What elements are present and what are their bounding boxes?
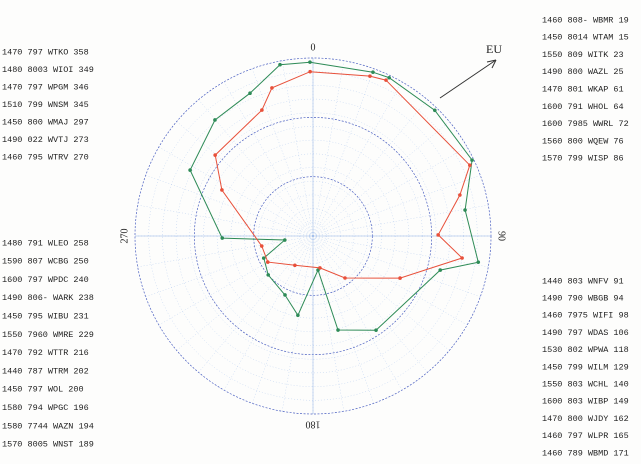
point xyxy=(436,233,440,237)
station-entry: 1550 809 WITK 23 xyxy=(542,50,624,60)
station-entry: 1450 799 WILM 129 xyxy=(542,362,629,372)
point xyxy=(213,153,217,157)
point xyxy=(463,208,467,212)
station-entry: 1450 800 WMAJ 297 xyxy=(2,117,89,127)
point xyxy=(278,62,282,67)
angle-label: 270 xyxy=(119,229,130,244)
station-entry: 1580 7744 WAZN 194 xyxy=(2,421,94,431)
point xyxy=(220,188,224,192)
point xyxy=(343,276,347,280)
station-entry: 1470 797 WPGM 346 xyxy=(2,82,89,92)
station-entry: 1490 797 WDAS 106 xyxy=(542,328,629,338)
arrow-head xyxy=(486,59,497,69)
point xyxy=(308,60,312,64)
point xyxy=(296,313,300,318)
point xyxy=(470,158,474,162)
point xyxy=(260,108,264,112)
point xyxy=(371,70,375,74)
point xyxy=(265,260,270,264)
polar-grid xyxy=(134,57,492,415)
trace xyxy=(189,61,479,331)
station-entry: 1460 795 WTRV 270 xyxy=(2,152,89,162)
station-entry: 1460 789 WBMD 171 xyxy=(542,448,629,458)
point xyxy=(336,328,340,332)
station-entry: 1440 787 WTRM 202 xyxy=(2,366,89,376)
station-entry: 1470 801 WKAP 61 xyxy=(542,84,624,94)
arrow xyxy=(439,59,497,99)
station-entry: 1490 022 WVTJ 273 xyxy=(2,135,89,145)
point xyxy=(220,236,225,240)
station-entry: 1600 7985 WWRL 72 xyxy=(542,119,629,129)
point xyxy=(270,86,274,90)
station-entry: 1490 790 WBGB 94 xyxy=(542,293,624,303)
station-entry: 1460 797 WLPR 165 xyxy=(542,431,629,441)
point xyxy=(248,91,252,96)
point xyxy=(460,256,464,260)
point xyxy=(433,108,437,113)
point xyxy=(368,74,372,78)
station-entry: 1510 799 WNSM 345 xyxy=(2,100,89,110)
point xyxy=(374,328,378,332)
point xyxy=(308,69,312,74)
angle-label: 90 xyxy=(496,231,507,241)
station-entry: 1570 799 WISP 86 xyxy=(542,154,624,164)
station-entry: 1570 8005 WNST 189 xyxy=(2,440,94,450)
station-entry: 1550 803 WCHL 140 xyxy=(542,379,629,389)
station-entry: 1490 800 WAZL 25 xyxy=(542,67,624,77)
point xyxy=(384,78,388,82)
station-entry: 1450 8014 WTAM 15 xyxy=(542,33,629,43)
point xyxy=(318,266,322,270)
point xyxy=(476,260,481,264)
point xyxy=(213,118,217,122)
station-entry: 1450 797 WOL 200 xyxy=(2,385,84,395)
point xyxy=(438,268,443,272)
point xyxy=(468,163,472,167)
angle-label: 0 xyxy=(311,42,316,53)
annotation: EU xyxy=(486,42,502,56)
station-entry: 1480 8003 WIOI 349 xyxy=(2,65,94,75)
point xyxy=(283,293,287,297)
point xyxy=(458,193,462,197)
point xyxy=(398,276,402,280)
station-entry: 1460 7975 WIFI 98 xyxy=(542,311,629,321)
station-entry: 1490 806- WARK 238 xyxy=(2,293,94,303)
point xyxy=(188,168,192,172)
point xyxy=(266,273,271,277)
station-entry: 1580 794 WPGC 196 xyxy=(2,403,89,413)
angle-label: 180 xyxy=(306,419,321,430)
point xyxy=(293,263,297,268)
point xyxy=(387,75,391,80)
station-entry: 1590 807 WCBG 250 xyxy=(2,257,89,267)
station-entry: 1600 797 WPDC 240 xyxy=(2,275,89,285)
station-entry: 1440 803 WNFV 91 xyxy=(542,276,624,286)
station-entry: 1550 7960 WMRE 229 xyxy=(2,330,94,340)
station-entry: 1480 791 WLEO 258 xyxy=(2,238,89,248)
station-entry: 1560 800 WQEW 76 xyxy=(542,136,624,146)
station-entry: 1600 791 WHOL 64 xyxy=(542,102,624,112)
station-entry: 1460 808- WBMR 19 xyxy=(542,15,629,25)
station-entry: 1600 803 WIBP 149 xyxy=(542,397,629,407)
station-entry: 1470 792 WTTR 216 xyxy=(2,348,89,358)
station-entry: 1450 795 WIBU 231 xyxy=(2,311,89,321)
station-entry: 1530 802 WPWA 118 xyxy=(542,345,629,355)
point xyxy=(283,238,287,242)
trace xyxy=(214,71,471,279)
point xyxy=(261,256,266,260)
station-entry: 1470 797 WTKO 358 xyxy=(2,47,89,57)
point xyxy=(259,244,264,248)
station-entry: 1470 800 WJDY 162 xyxy=(542,414,629,424)
